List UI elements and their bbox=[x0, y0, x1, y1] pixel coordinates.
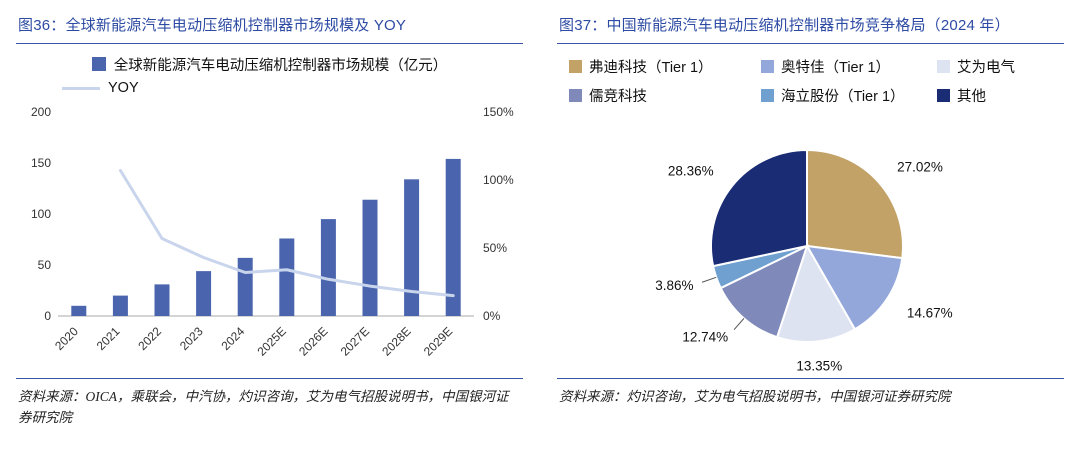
x-tick: 2029E bbox=[421, 324, 455, 358]
divider bbox=[16, 43, 523, 44]
pie-leader-line bbox=[701, 276, 717, 283]
divider bbox=[557, 43, 1064, 44]
y-left-tick: 0 bbox=[44, 309, 51, 323]
x-tick: 2024 bbox=[219, 324, 248, 353]
bar-2027E bbox=[362, 199, 378, 316]
x-tick: 2022 bbox=[135, 324, 164, 353]
x-tick: 2027E bbox=[338, 324, 372, 358]
pie-value-label: 12.74% bbox=[682, 329, 728, 344]
figure-37-source: 资料来源：灼识咨询，艾为电气招股说明书，中国银河证券研究院 bbox=[559, 389, 951, 404]
legend-swatch bbox=[937, 89, 950, 102]
pie-slice-2 bbox=[775, 243, 857, 343]
pie-value-label: 14.67% bbox=[907, 306, 953, 321]
figure-36-source: 资料来源：OICA，乘联会，中汽协，灼识咨询，艾为电气招股说明书，中国银河证券研… bbox=[18, 389, 509, 425]
report-figures-row: 图36：全球新能源汽车电动压缩机控制器市场规模及 YOY 全球新能源汽车电动压缩… bbox=[16, 10, 1064, 429]
legend-item: 其他 bbox=[937, 85, 1064, 106]
pie-value-label: 27.02% bbox=[897, 160, 943, 175]
legend-swatch bbox=[761, 60, 774, 73]
figure-36-panel: 图36：全球新能源汽车电动压缩机控制器市场规模及 YOY 全球新能源汽车电动压缩… bbox=[16, 10, 523, 429]
y-right-tick: 50% bbox=[483, 241, 507, 255]
bar-2022 bbox=[154, 284, 170, 316]
figure-37-panel: 图37：中国新能源汽车电动压缩机控制器市场竞争格局（2024 年） 弗迪科技（T… bbox=[557, 10, 1064, 429]
pie-slice-1 bbox=[805, 244, 904, 331]
pie-value-label: 13.35% bbox=[796, 358, 842, 373]
pie-slice-0 bbox=[806, 148, 904, 260]
bar-series-legend-item: 全球新能源汽车电动压缩机控制器市场规模（亿元） bbox=[16, 52, 523, 76]
yoy-line bbox=[118, 168, 455, 298]
figure-36-chart-region: 全球新能源汽车电动压缩机控制器市场规模（亿元） YOY 0 50 100 150 200… bbox=[16, 44, 523, 378]
pie-legend: 弗迪科技（Tier 1） 奥特佳（Tier 1） 艾为电气 儒竞科技 海立股份（… bbox=[557, 52, 1064, 112]
bar-2023 bbox=[196, 271, 212, 316]
legend-item: 海立股份（Tier 1） bbox=[761, 85, 931, 106]
y-left-tick: 50 bbox=[38, 258, 52, 272]
y-right-tick: 100% bbox=[483, 173, 514, 187]
bar-2021 bbox=[112, 295, 128, 316]
y-left-tick: 100 bbox=[31, 207, 51, 221]
x-tick: 2025E bbox=[254, 324, 288, 358]
figure-36-title: 图36：全球新能源汽车电动压缩机控制器市场规模及 YOY bbox=[18, 17, 407, 34]
y-right-tick: 0% bbox=[483, 309, 501, 323]
legend-swatch bbox=[569, 89, 582, 102]
pie-value-label: 28.36% bbox=[668, 164, 714, 179]
bar-2028E bbox=[404, 179, 420, 316]
yoy-series-label: YOY bbox=[108, 80, 139, 96]
figure-37-title: 图37：中国新能源汽车电动压缩机控制器市场竞争格局（2024 年） bbox=[559, 17, 1010, 34]
legend-label: 奥特佳（Tier 1） bbox=[781, 60, 891, 76]
legend-label: 儒竞科技 bbox=[589, 89, 647, 105]
legend-label: 海立股份（Tier 1） bbox=[781, 89, 905, 105]
bar-2029E bbox=[445, 158, 461, 316]
legend-item: 弗迪科技（Tier 1） bbox=[569, 56, 755, 77]
bar-series-label: 全球新能源汽车电动压缩机控制器市场规模（亿元） bbox=[113, 57, 448, 74]
pie-leader-line bbox=[733, 318, 745, 331]
bar-2020 bbox=[71, 305, 87, 316]
legend-item: 奥特佳（Tier 1） bbox=[761, 56, 931, 77]
y-right-tick: 150% bbox=[483, 105, 514, 119]
legend-swatch bbox=[937, 60, 950, 73]
legend-label: 艾为电气 bbox=[957, 60, 1015, 76]
legend-label: 弗迪科技（Tier 1） bbox=[589, 60, 713, 76]
legend-item: 儒竞科技 bbox=[569, 85, 755, 106]
divider bbox=[557, 378, 1064, 379]
x-tick: 2023 bbox=[177, 324, 206, 353]
x-tick: 2020 bbox=[52, 324, 81, 353]
pie-value-label: 3.86% bbox=[655, 278, 693, 293]
x-tick: 2026E bbox=[296, 324, 330, 358]
bar-2026E bbox=[320, 219, 336, 316]
x-tick: 2021 bbox=[94, 324, 123, 353]
legend-swatch bbox=[569, 60, 582, 73]
pie-chart-svg: 27.02% 14.67% 13.35% 12.74% 3.86% 28.36% bbox=[655, 148, 953, 373]
divider bbox=[16, 378, 523, 379]
figure-37-chart-region: 弗迪科技（Tier 1） 奥特佳（Tier 1） 艾为电气 儒竞科技 海立股份（… bbox=[557, 44, 1064, 378]
yoy-series-swatch bbox=[62, 86, 100, 90]
x-tick: 2028E bbox=[379, 324, 413, 358]
legend-swatch bbox=[761, 89, 774, 102]
pie-slice-5 bbox=[710, 148, 808, 268]
yoy-series-legend-item: YOY bbox=[16, 76, 523, 100]
bar-series-swatch bbox=[91, 57, 106, 71]
y-left-tick: 150 bbox=[31, 156, 51, 170]
bar-line-chart-svg: 0 50 100 150 200 0% 50% 100% 150% 2020 2021 2022 202… bbox=[31, 105, 514, 359]
legend-item: 艾为电气 bbox=[937, 56, 1064, 77]
legend-label: 其他 bbox=[957, 89, 986, 105]
y-left-tick: 200 bbox=[31, 105, 51, 119]
bar-2025E bbox=[279, 238, 295, 316]
bar-2024 bbox=[237, 257, 253, 316]
